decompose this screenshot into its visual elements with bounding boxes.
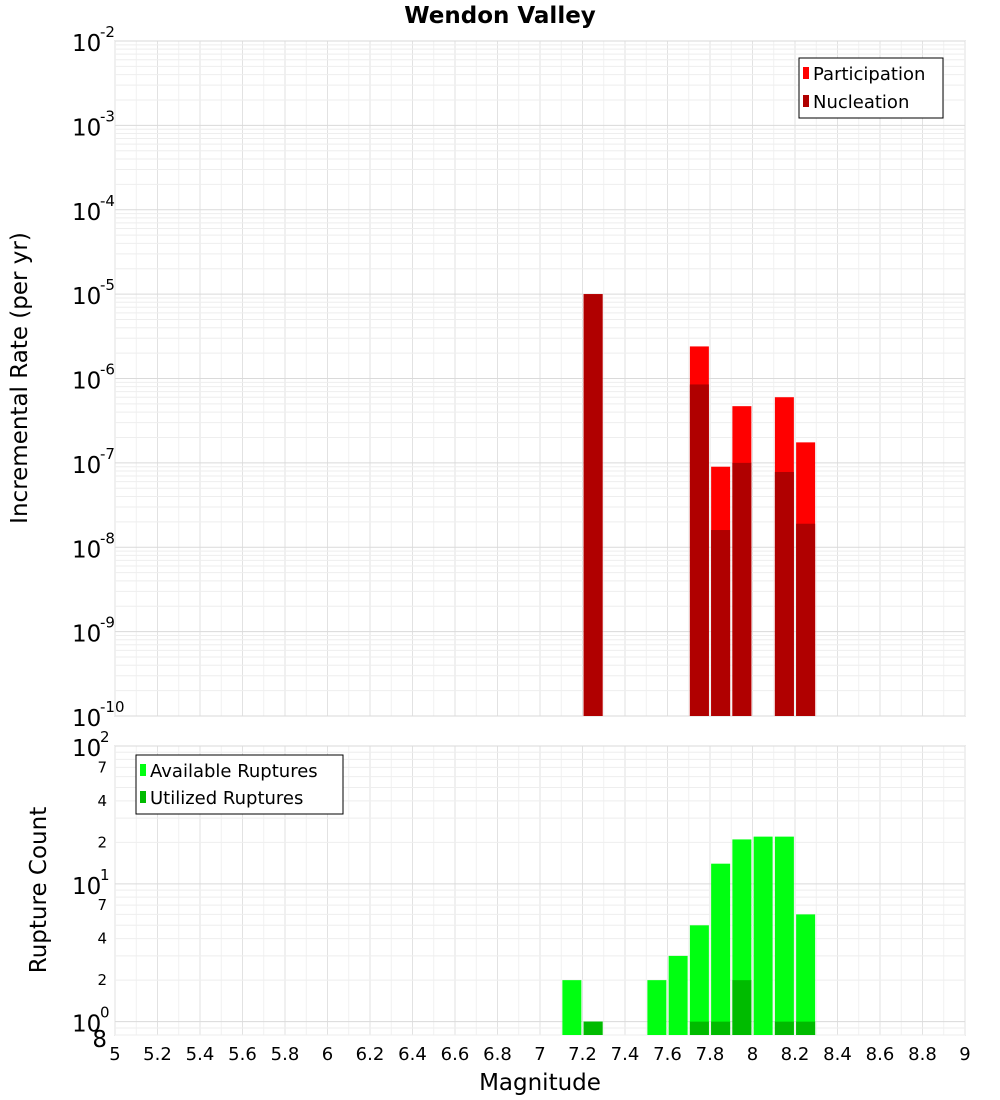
rate-y-tick-label: 10 bbox=[72, 622, 101, 648]
utilized-bar bbox=[774, 1021, 794, 1035]
x-tick-label: 5.6 bbox=[228, 1044, 257, 1065]
rate-grid bbox=[114, 40, 966, 717]
participation-legend-swatch bbox=[803, 67, 809, 79]
count-y-axis-label: Rupture Count bbox=[26, 807, 52, 973]
x-tick-label: 8.4 bbox=[823, 1044, 852, 1065]
rate-y-tick-exponent: -3 bbox=[100, 107, 115, 125]
utilized-bar bbox=[711, 1021, 731, 1035]
available-bar bbox=[774, 836, 794, 1035]
count-grid bbox=[114, 745, 966, 1036]
x-tick-label: 6 bbox=[322, 1044, 333, 1065]
x-tick-label: 5.2 bbox=[143, 1044, 172, 1065]
rate-y-tick-label: 10 bbox=[72, 537, 101, 563]
count-y-tick-label: 10 bbox=[72, 1012, 101, 1038]
x-tick-label: 7.2 bbox=[568, 1044, 597, 1065]
nucleation-legend-swatch bbox=[803, 95, 809, 107]
x-tick-label: 6.2 bbox=[356, 1044, 385, 1065]
rate-y-tick-label: 10 bbox=[72, 115, 101, 141]
available-legend-swatch bbox=[140, 764, 146, 776]
count-y-minor-tick-label: 7 bbox=[97, 896, 107, 914]
x-tick-label: 8.8 bbox=[908, 1044, 937, 1065]
nucleation-legend-label: Nucleation bbox=[813, 92, 909, 113]
x-tick-label: 8.6 bbox=[866, 1044, 895, 1065]
rate-y-tick-label: 10 bbox=[72, 284, 101, 310]
x-tick-label: 5.8 bbox=[271, 1044, 300, 1065]
rate-y-tick-label: 10 bbox=[72, 200, 101, 226]
x-tick-label: 7.6 bbox=[653, 1044, 682, 1065]
rate-y-tick-exponent: -10 bbox=[100, 698, 125, 716]
rate-y-tick-exponent: -5 bbox=[100, 276, 115, 294]
count-y-minor-tick-label: 2 bbox=[97, 971, 107, 989]
nucleation-bar bbox=[711, 530, 731, 716]
utilized-bar bbox=[583, 1021, 603, 1035]
rate-y-tick-exponent: -2 bbox=[100, 23, 115, 41]
count-y-minor-tick-label: 8 bbox=[92, 1027, 107, 1053]
count-y-minor-tick-label: 4 bbox=[97, 792, 107, 810]
rate-y-tick-label: 10 bbox=[72, 706, 101, 732]
rate-y-tick-exponent: -4 bbox=[100, 192, 115, 210]
magnitude-x-ticks: 5 5.2 5.4 5.6 5.8 6 6.2 6.4 6.6 6.8 7 7.2 7.4 7.6 7.8 8… bbox=[109, 1044, 970, 1065]
utilized-legend-swatch bbox=[140, 791, 146, 803]
available-bar bbox=[689, 925, 709, 1035]
x-tick-label: 6.4 bbox=[398, 1044, 427, 1065]
count-y-tick-exponent: 2 bbox=[100, 728, 110, 746]
x-tick-label: 7.8 bbox=[696, 1044, 725, 1065]
chart-title: Wendon Valley bbox=[404, 3, 596, 29]
rate-y-tick-label: 10 bbox=[72, 369, 101, 395]
available-bar bbox=[562, 980, 582, 1035]
rate-y-tick-label: 10 bbox=[72, 453, 101, 479]
nucleation-bar bbox=[796, 523, 816, 716]
count-y-tick-label: 10 bbox=[72, 874, 101, 900]
count-legend: Available Ruptures Utilized Ruptures bbox=[135, 754, 344, 815]
rate-y-tick-exponent: -9 bbox=[100, 614, 115, 632]
available-bar bbox=[753, 836, 773, 1035]
rate-y-axis-label: Incremental Rate (per yr) bbox=[7, 232, 33, 524]
available-bar bbox=[711, 863, 731, 1035]
utilized-bar bbox=[732, 980, 752, 1035]
count-y-minor-tick-label: 4 bbox=[97, 930, 107, 948]
x-tick-label: 5.4 bbox=[186, 1044, 215, 1065]
nucleation-bar bbox=[774, 471, 794, 716]
magnitude-x-axis-label: Magnitude bbox=[479, 1070, 601, 1096]
count-legend-box bbox=[135, 754, 344, 815]
utilized-bar bbox=[689, 1021, 709, 1035]
rate-legend: Participation Nucleation bbox=[798, 57, 944, 119]
x-tick-label: 9 bbox=[959, 1044, 970, 1065]
utilized-bar bbox=[796, 1021, 816, 1035]
count-y-tick-exponent: 1 bbox=[100, 866, 110, 884]
available-bar bbox=[668, 955, 688, 1035]
x-tick-label: 8 bbox=[747, 1044, 758, 1065]
count-y-tick-label: 10 bbox=[72, 736, 101, 762]
available-legend-label: Available Ruptures bbox=[150, 761, 318, 782]
x-tick-label: 7 bbox=[534, 1044, 545, 1065]
count-y-tick-exponent: 0 bbox=[100, 1004, 110, 1022]
count-bars bbox=[562, 836, 816, 1035]
x-tick-label: 5 bbox=[109, 1044, 120, 1065]
rate-y-tick-exponent: -8 bbox=[100, 529, 115, 547]
x-tick-label: 8.2 bbox=[781, 1044, 810, 1065]
x-tick-label: 7.4 bbox=[611, 1044, 640, 1065]
x-tick-label: 6.6 bbox=[441, 1044, 470, 1065]
rate-y-tick-exponent: -6 bbox=[100, 361, 115, 379]
available-bar bbox=[796, 914, 816, 1035]
nucleation-bar bbox=[732, 462, 752, 716]
rate-legend-box bbox=[798, 57, 944, 119]
rate-y-ticks: 10-210-310-410-510-610-710-810-910-10 bbox=[72, 23, 125, 732]
nucleation-bar bbox=[689, 384, 709, 716]
utilized-legend-label: Utilized Ruptures bbox=[150, 788, 303, 809]
rate-panel: 10-210-310-410-510-610-710-810-910-10 In… bbox=[7, 23, 966, 732]
count-y-minor-tick-label: 2 bbox=[97, 833, 107, 851]
available-bar bbox=[647, 980, 667, 1035]
rate-y-tick-label: 10 bbox=[72, 31, 101, 57]
participation-legend-label: Participation bbox=[813, 64, 925, 85]
nucleation-bar bbox=[583, 294, 603, 716]
x-tick-label: 6.8 bbox=[483, 1044, 512, 1065]
count-y-minor-tick-label: 7 bbox=[97, 758, 107, 776]
rate-y-tick-exponent: -7 bbox=[100, 445, 115, 463]
rate-bars bbox=[583, 294, 816, 716]
